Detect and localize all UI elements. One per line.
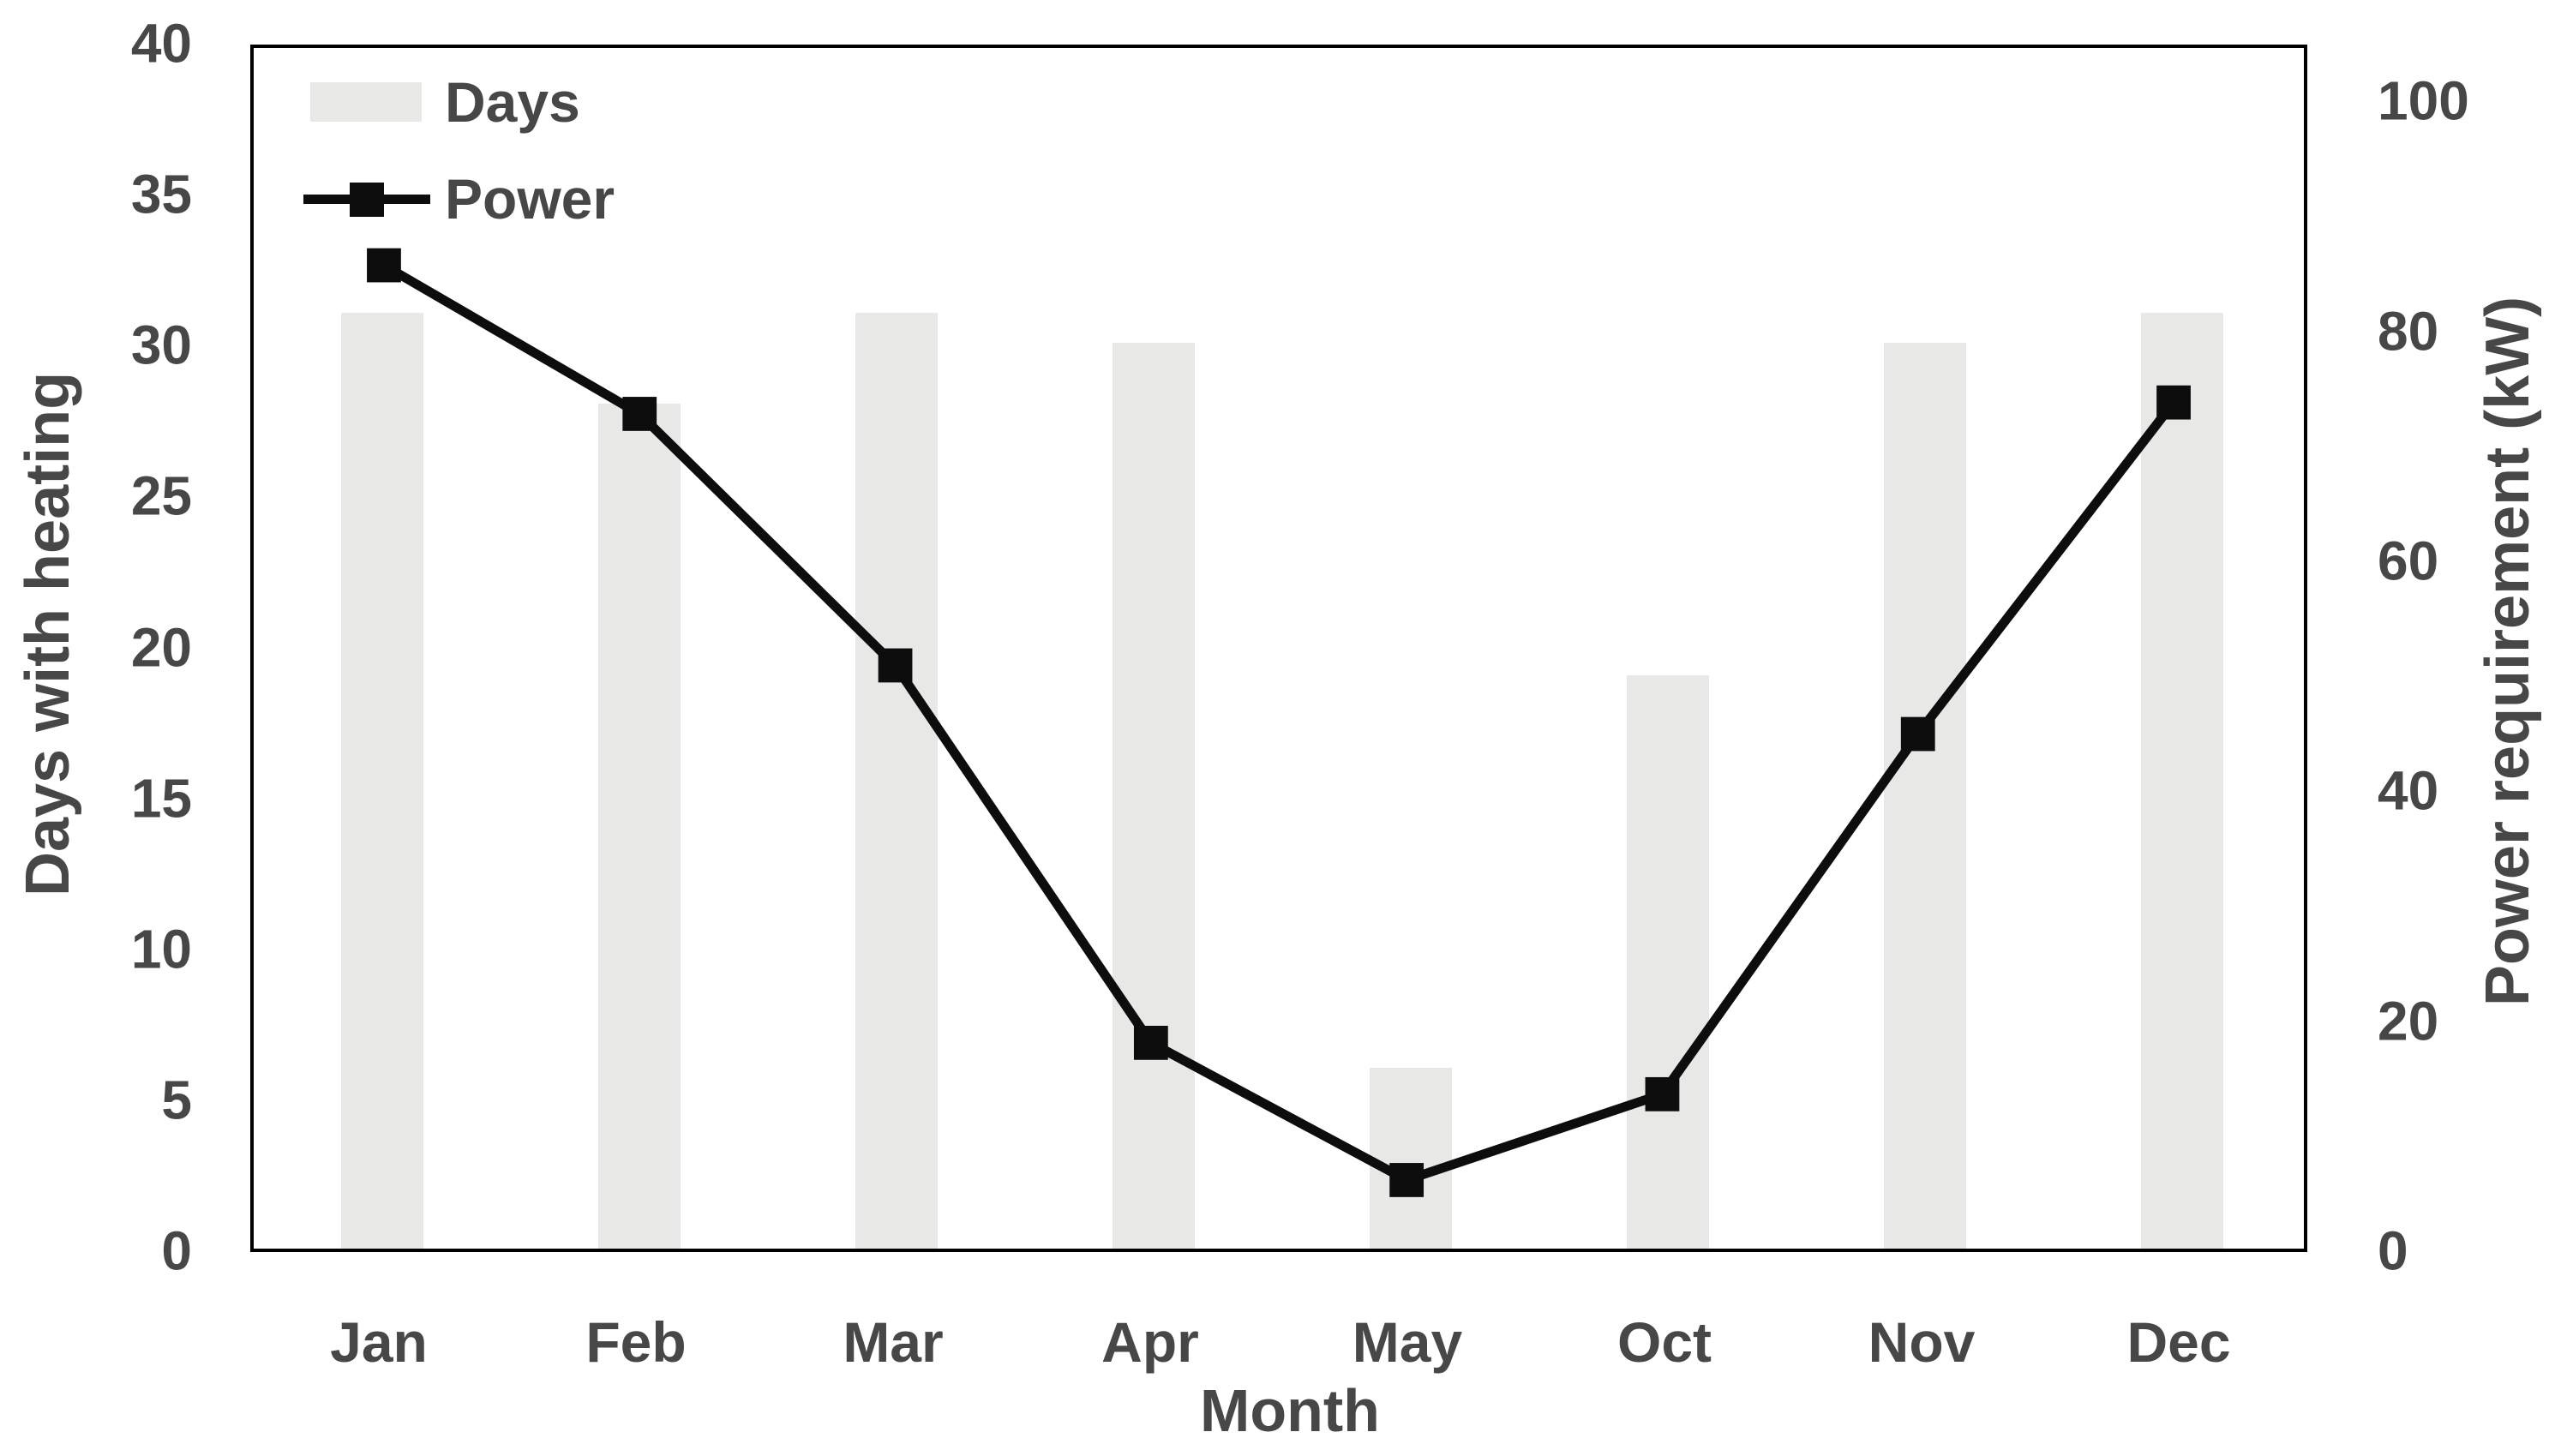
power-marker-feb xyxy=(622,397,657,431)
right-axis-tick-label: 100 xyxy=(2378,69,2469,132)
right-axis-tick-label: 60 xyxy=(2378,530,2439,592)
bar-nov xyxy=(1884,343,1966,1249)
x-axis-tick-label-mar: Mar xyxy=(843,1310,944,1374)
power-line-layer xyxy=(367,248,2191,1197)
legend-power-label: Power xyxy=(445,167,615,231)
left-axis-tick-label: 15 xyxy=(130,767,192,830)
legend-days-label: Days xyxy=(445,70,580,134)
power-marker-jan xyxy=(367,248,401,283)
right-axis-tick-label: 40 xyxy=(2378,759,2439,822)
right-axis-tick-label: 20 xyxy=(2378,990,2439,1052)
left-axis-tick-label: 25 xyxy=(130,465,192,528)
power-marker-mar xyxy=(878,648,913,683)
left-axis-tick-label: 35 xyxy=(130,163,192,225)
right-axis-title: Power requirement (kW) xyxy=(2474,296,2542,1007)
bar-oct xyxy=(1627,674,1709,1249)
x-axis-tick-label-dec: Dec xyxy=(2126,1310,2231,1374)
left-axis-tick-label: 30 xyxy=(130,315,192,377)
bar-apr xyxy=(1113,343,1195,1249)
power-line xyxy=(381,261,2178,1185)
bar-feb xyxy=(598,403,681,1249)
legend-days-swatch xyxy=(310,82,422,122)
left-axis-tick-label: 20 xyxy=(130,616,192,679)
power-marker-nov xyxy=(1900,716,1935,752)
power-marker-oct xyxy=(1645,1076,1680,1111)
right-axis-tick-label: 80 xyxy=(2378,300,2439,363)
legend-power-marker xyxy=(350,183,384,217)
plot-area: Days Power xyxy=(250,45,2307,1252)
bar-jan xyxy=(341,313,423,1249)
x-axis-title: Month xyxy=(1200,1377,1380,1444)
x-axis-tick-label-nov: Nov xyxy=(1868,1310,1976,1374)
left-axis-tick-label: 10 xyxy=(130,918,192,980)
x-axis-tick-label-apr: Apr xyxy=(1101,1310,1199,1374)
power-marker-may xyxy=(1389,1163,1424,1197)
x-axis-tick-label-feb: Feb xyxy=(585,1310,687,1374)
x-axis-tick-label-oct: Oct xyxy=(1616,1310,1712,1374)
power-marker-dec xyxy=(2156,385,2191,420)
left-axis-tick-label: 40 xyxy=(130,12,192,75)
x-axis-tick-label-jan: Jan xyxy=(330,1310,428,1374)
left-axis-title: Days with heating xyxy=(14,371,82,897)
power-marker-apr xyxy=(1133,1025,1168,1060)
bar-dec xyxy=(2141,313,2223,1249)
x-axis-tick-label-may: May xyxy=(1352,1310,1463,1374)
bar-may xyxy=(1370,1067,1452,1249)
right-axis-tick-label: 0 xyxy=(2378,1219,2408,1282)
bar-mar xyxy=(855,313,938,1249)
left-axis-tick-label: 0 xyxy=(161,1219,192,1282)
left-axis-tick-label: 5 xyxy=(161,1069,192,1131)
